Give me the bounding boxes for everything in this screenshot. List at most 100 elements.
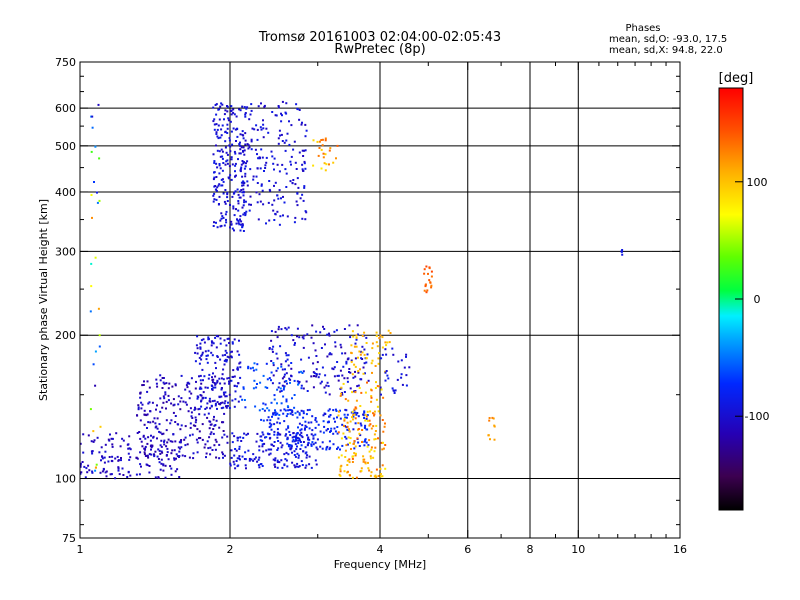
data-point: [241, 398, 244, 401]
data-point: [244, 172, 247, 175]
data-point: [100, 459, 102, 462]
data-point: [280, 328, 283, 331]
data-point: [281, 466, 284, 469]
data-point: [122, 439, 125, 442]
data-point: [180, 439, 183, 441]
data-point: [301, 163, 304, 166]
data-point: [224, 349, 227, 352]
data-point: [233, 463, 236, 466]
data-point: [296, 327, 299, 330]
data-point: [285, 428, 288, 431]
data-point: [291, 440, 294, 443]
data-point: [220, 148, 223, 151]
data-point: [226, 105, 228, 107]
data-point: [284, 458, 287, 461]
data-point: [158, 430, 161, 433]
data-point: [200, 354, 203, 357]
data-point: [201, 397, 204, 400]
data-point: [184, 444, 187, 447]
data-point: [268, 422, 271, 425]
data-point: [244, 132, 247, 135]
data-point: [319, 331, 322, 334]
data-point: [346, 377, 349, 380]
data-point: [221, 157, 224, 160]
data-point: [285, 328, 288, 331]
data-point: [232, 108, 235, 111]
data-point: [312, 443, 315, 446]
data-point: [346, 459, 349, 462]
data-point: [239, 395, 242, 398]
data-point: [167, 399, 170, 402]
data-point: [371, 347, 374, 350]
data-point: [336, 361, 339, 363]
data-point: [349, 420, 352, 423]
data-point: [181, 454, 184, 457]
data-point: [230, 158, 233, 161]
data-point: [299, 197, 302, 200]
y-tick-label: 75: [62, 532, 76, 545]
data-point: [138, 431, 141, 433]
data-point: [87, 464, 90, 467]
data-point: [236, 350, 239, 353]
data-point: [232, 207, 235, 210]
data-point: [290, 445, 293, 448]
data-point: [159, 374, 162, 377]
data-point: [234, 390, 237, 393]
data-point: [276, 210, 279, 213]
data-point: [293, 221, 296, 224]
data-point: [307, 421, 310, 424]
data-point: [156, 427, 159, 430]
data-point: [305, 456, 308, 459]
data-point: [285, 415, 288, 418]
data-point: [223, 359, 226, 362]
data-point: [360, 470, 363, 472]
x-tick-label: 2: [227, 543, 234, 556]
data-point: [212, 342, 215, 345]
data-point: [324, 391, 327, 394]
data-point: [236, 439, 239, 442]
data-point: [273, 441, 276, 443]
data-point: [233, 338, 236, 341]
data-point: [166, 441, 169, 444]
data-point: [180, 446, 183, 449]
data-point: [160, 458, 163, 461]
data-point: [427, 272, 429, 275]
data-point: [231, 342, 234, 345]
data-point: [222, 453, 224, 456]
data-point: [361, 345, 364, 348]
data-point: [384, 444, 387, 446]
data-point: [157, 476, 160, 479]
data-point: [301, 217, 304, 220]
data-point: [230, 113, 233, 116]
data-point: [174, 440, 177, 443]
data-point: [208, 436, 211, 439]
data-point: [305, 211, 308, 214]
data-point: [285, 459, 288, 462]
data-point: [216, 407, 218, 410]
data-point: [344, 352, 347, 355]
data-point: [175, 453, 178, 456]
data-point: [369, 474, 372, 477]
data-point: [308, 408, 311, 411]
data-point: [221, 451, 224, 454]
data-point: [334, 341, 337, 344]
data-point: [183, 438, 186, 441]
data-point: [246, 160, 249, 163]
y-tick-label: 600: [55, 102, 76, 115]
data-point: [364, 413, 367, 416]
data-point: [271, 155, 274, 158]
data-point: [319, 445, 322, 448]
data-point: [268, 219, 271, 222]
data-point: [194, 424, 197, 427]
data-point: [320, 167, 323, 170]
data-point: [333, 427, 336, 430]
data-point: [314, 441, 317, 444]
data-point: [274, 212, 277, 215]
data-point: [162, 395, 165, 398]
data-point: [364, 440, 366, 443]
data-point: [215, 103, 218, 106]
data-point: [261, 443, 264, 446]
data-point: [290, 367, 293, 370]
data-point: [351, 391, 354, 394]
data-point: [380, 388, 383, 391]
